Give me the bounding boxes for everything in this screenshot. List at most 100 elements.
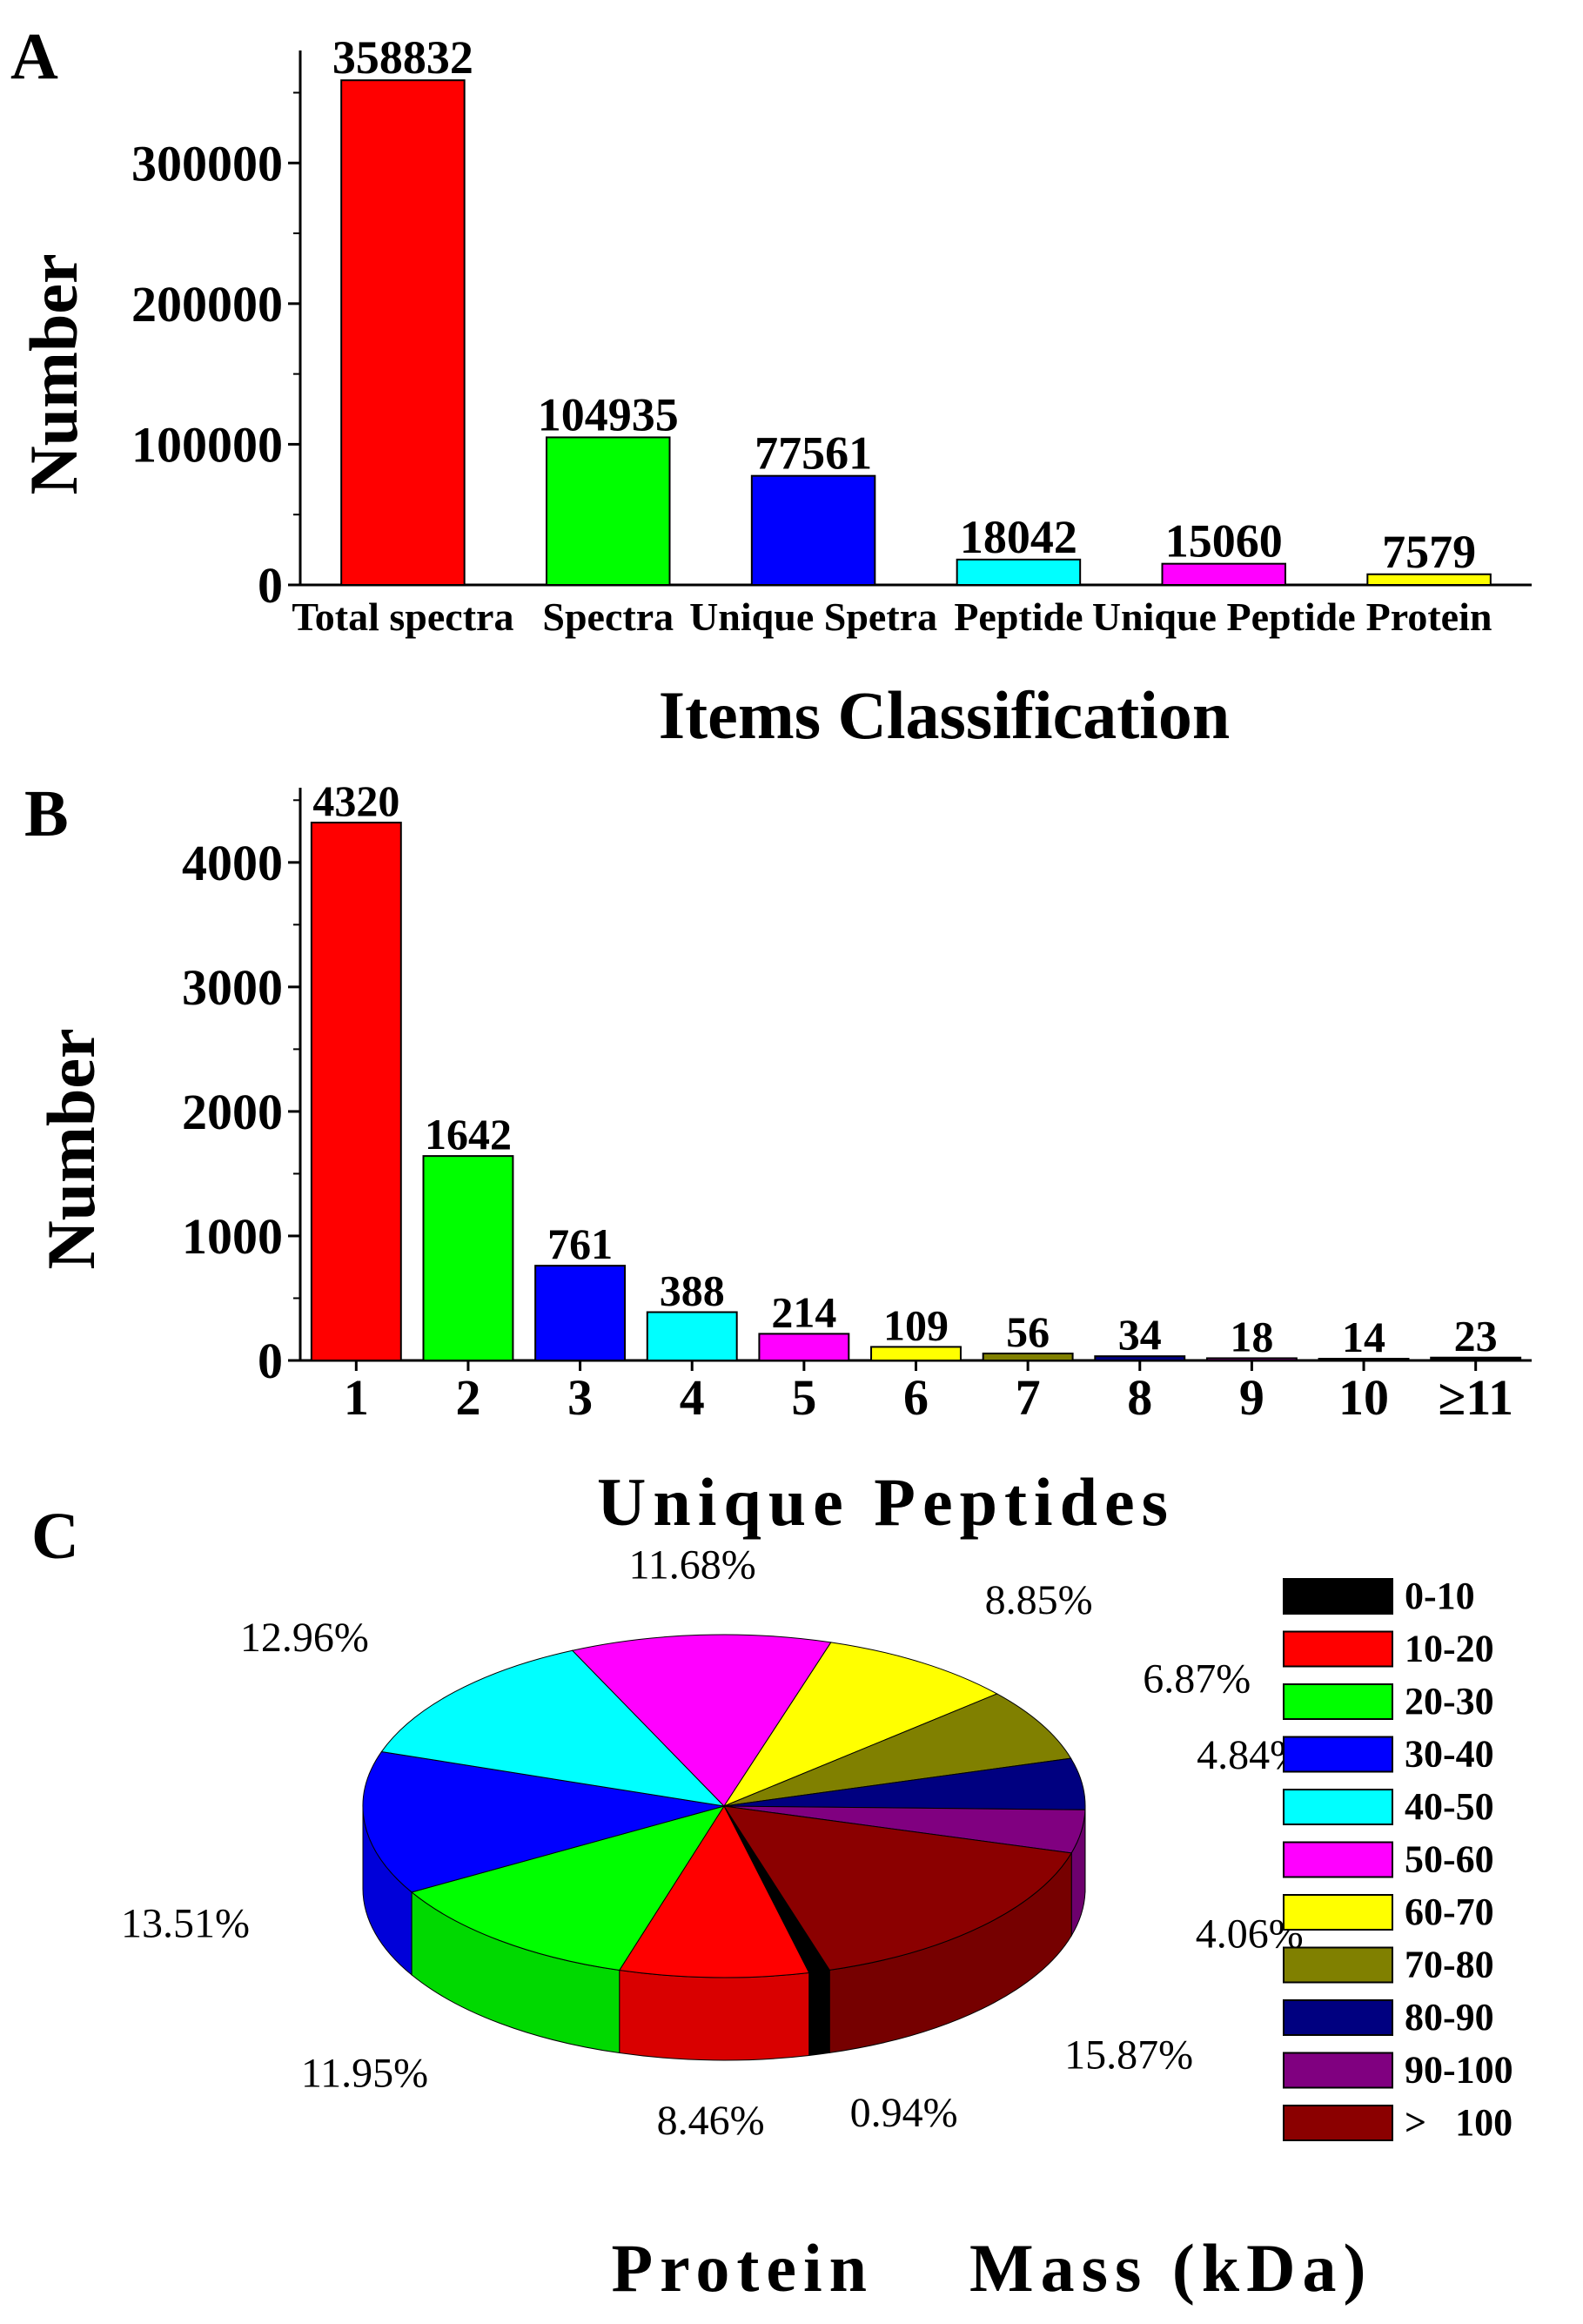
legend-label: 80-90 [1405,1996,1494,2039]
y-tick-label: 300000 [131,135,283,191]
pie-slice-side [808,1969,830,2057]
panel-a-label: A [10,20,58,93]
panel-c-pie-chart: C 0.94% 8.46% 11.95% 13.51% 12.96% 11.68% 8.85… [31,1500,1513,2306]
pie-slice [618,1804,810,1978]
bar-value-label: 23 [1454,1312,1498,1360]
legend-swatch [1283,1999,1393,2036]
x-tick-label: Total spectra [292,594,513,639]
panel-b-x-axis-title: Unique Peptides [597,1464,1175,1540]
x-tick-label: Spectra [542,594,674,639]
y-tick-label: 0 [258,557,283,614]
pie-slice [723,1693,1072,1807]
bar [982,1352,1074,1362]
pie-percent-label: 0.94% [850,2090,958,2136]
panel-a-x-axis-title: Items Classification [659,677,1230,753]
y-tick-label: 3000 [182,959,283,1016]
legend-label: 30-40 [1405,1733,1494,1776]
bar [1430,1356,1522,1361]
y-tick-label: 4000 [182,835,283,891]
x-tick-label: 9 [1239,1369,1264,1426]
bar [534,1265,627,1362]
legend-swatch [1283,1683,1393,1720]
bar [870,1346,962,1361]
bar-value-label: 761 [547,1219,613,1268]
legend-swatch [1283,1789,1393,1825]
legend-label: 50-60 [1405,1838,1494,1881]
pie-percent-label: 8.85% [985,1577,1093,1623]
panel-c-pie [362,1634,1086,2061]
legend-swatch [1283,1736,1393,1773]
x-tick-label: ≥11 [1438,1369,1513,1426]
pie-percent-label: 11.68% [629,1541,756,1588]
panel-a-bar-chart: A 0 100000 200000 300000 358832 Total spectr… [10,20,1532,753]
bar-value-label: 15060 [1165,515,1283,568]
bar-value-label: 56 [1006,1307,1050,1356]
x-tick-label: 3 [567,1369,593,1426]
bar-value-label: 358832 [332,31,473,84]
legend-label: > 100 [1405,2101,1513,2144]
pie-percent-label: 13.51% [121,1901,250,1947]
panel-a-y-axis-title: Number [16,253,91,494]
y-tick-label: 2000 [182,1084,283,1140]
pie-slice [722,1805,1073,1971]
x-tick-label: Peptide [954,594,1083,639]
bar [1205,1357,1298,1361]
bar [1094,1355,1186,1361]
legend-swatch [1283,1894,1393,1931]
legend-swatch [1283,1630,1393,1668]
x-tick-label: 2 [455,1369,480,1426]
bar [1366,573,1492,586]
x-tick-label: 6 [903,1369,929,1426]
bar-value-label: 104935 [538,388,679,440]
x-tick-label: 4 [680,1369,705,1426]
bar [758,1333,850,1361]
bar-value-label: 14 [1342,1313,1385,1361]
pie-slice [362,1750,725,1893]
bar-value-label: 18 [1230,1312,1273,1360]
panel-b-bars: 4320 1 1642 2 761 3 388 4 214 5 109 6 56 7 34 8 18 9 14 10 2… [310,776,1522,1426]
x-tick-label: 8 [1127,1369,1152,1426]
bar-value-label: 1642 [425,1110,512,1159]
bar [1318,1357,1410,1362]
pie-slice [722,1642,998,1808]
bar-value-label: 4320 [312,776,399,825]
bar [646,1311,738,1362]
legend-swatch [1283,2052,1393,2089]
pie-percent-label: 12.96% [240,1615,369,1661]
bar [422,1155,514,1361]
panel-a-axes: 0 100000 200000 300000 [131,50,1532,614]
legend-swatch [1283,1841,1393,1878]
bar-value-label: 77561 [755,427,872,480]
legend-label: 70-80 [1405,1944,1494,1986]
x-tick-label: Protein [1366,594,1492,639]
panel-b-bar-chart: B 0 1000 2000 3000 4000 4320 1 1642 2 761 3 388 4 21… [24,776,1532,1540]
bar [956,558,1082,586]
bar-value-label: 7579 [1382,526,1476,578]
pie-percent-label: 11.95% [301,2051,428,2097]
pie-slice [380,1649,726,1807]
panel-b-label: B [24,777,69,850]
pie-slice [571,1634,832,1807]
bar-value-label: 109 [883,1300,949,1349]
panel-a-bars: 358832 Total spectra 104935 Spectra 77561 Uni… [292,31,1492,639]
bar-value-label: 18042 [960,511,1077,563]
bar [340,79,466,587]
bar [750,474,876,586]
legend-label: 0-10 [1405,1575,1475,1617]
bar [1161,562,1286,586]
bar-value-label: 214 [771,1287,836,1336]
panel-c-x-axis-title: Protein Mass (kDa) [612,2230,1373,2306]
x-tick-label: 7 [1016,1369,1041,1426]
panel-c-label: C [31,1500,79,1573]
y-tick-label: 200000 [131,276,283,332]
y-tick-label: 100000 [131,416,283,473]
y-tick-label: 1000 [182,1208,283,1265]
legend-label: 20-30 [1405,1680,1494,1723]
x-tick-label: 10 [1338,1369,1389,1426]
pie-percent-label: 8.46% [657,2098,765,2144]
x-tick-label: Unique Spetra [689,594,937,639]
legend-label: 10-20 [1405,1628,1494,1670]
pie-slice-side [619,1969,810,2061]
pie-slice [411,1805,726,1971]
